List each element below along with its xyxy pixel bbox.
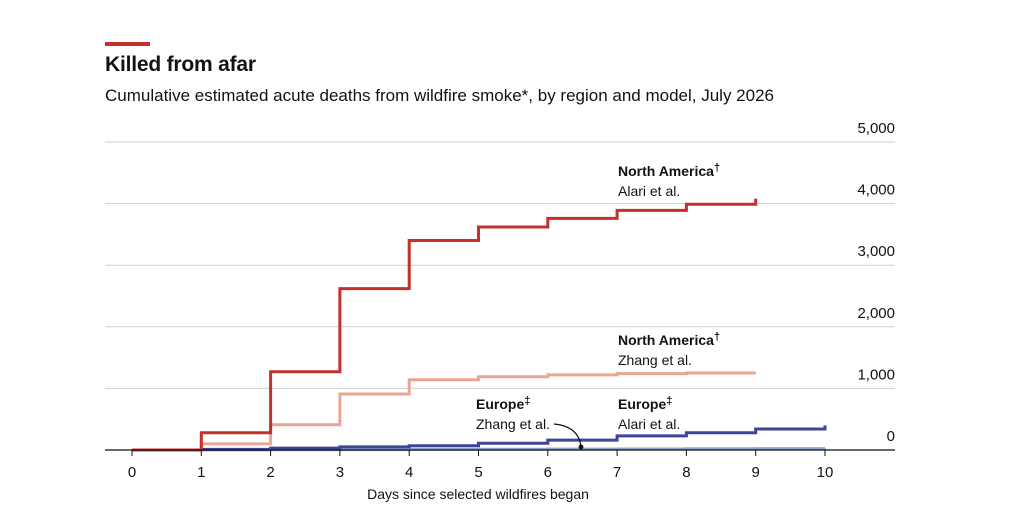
- annotation-model-label: Alari et al.: [618, 183, 680, 199]
- y-tick-label: 3,000: [857, 243, 895, 260]
- grid-layer: [105, 141, 895, 389]
- x-tick-label: 1: [197, 464, 205, 481]
- x-tick-label: 10: [817, 464, 834, 481]
- x-tick-label: 7: [613, 464, 621, 481]
- annotation-model-label: Zhang et al.: [618, 352, 692, 368]
- annotation-model-label: Alari et al.: [618, 416, 680, 432]
- y-tick-label: 2,000: [857, 305, 895, 322]
- y-tick-label: 5,000: [857, 120, 895, 137]
- annotation-model-label: Zhang et al.: [476, 416, 550, 432]
- label-layer: North America† Alari et al. North America†…: [476, 162, 720, 450]
- series-layer: [132, 198, 827, 452]
- annotation-region-label: North America†: [618, 331, 720, 348]
- annotation-leader-line: [553, 423, 582, 447]
- x-tick-label: 3: [336, 464, 344, 481]
- annotation-region-label: Europe‡: [618, 395, 672, 412]
- axis-layer: 0 1,000 2,000 3,000 4,000 5,000 0 1 2 3 4 5 6 7 8 9 10 Da…: [105, 120, 895, 502]
- x-tick-label: 0: [128, 464, 136, 481]
- x-tick-label: 2: [266, 464, 274, 481]
- title-accent-bar: [105, 42, 150, 46]
- annotation-region-label: North America†: [618, 162, 720, 179]
- series-line-1: [132, 371, 756, 452]
- annotation-region-label: Europe‡: [476, 395, 530, 412]
- x-tick-label: 4: [405, 464, 413, 481]
- x-tick-label: 5: [474, 464, 482, 481]
- y-tick-label: 0: [887, 428, 895, 445]
- x-axis-label: Days since selected wildfires began: [367, 486, 589, 502]
- chart-title: Killed from afar: [105, 53, 256, 76]
- series-line-0: [132, 198, 758, 452]
- x-tick-label: 9: [752, 464, 760, 481]
- x-tick-label: 8: [682, 464, 690, 481]
- x-tick-label: 6: [544, 464, 552, 481]
- chart-subtitle: Cumulative estimated acute deaths from w…: [105, 86, 775, 105]
- annotation-leader-dot: [578, 444, 584, 450]
- series-line-2: [132, 425, 827, 452]
- y-tick-label: 4,000: [857, 182, 895, 199]
- y-tick-label: 1,000: [857, 366, 895, 383]
